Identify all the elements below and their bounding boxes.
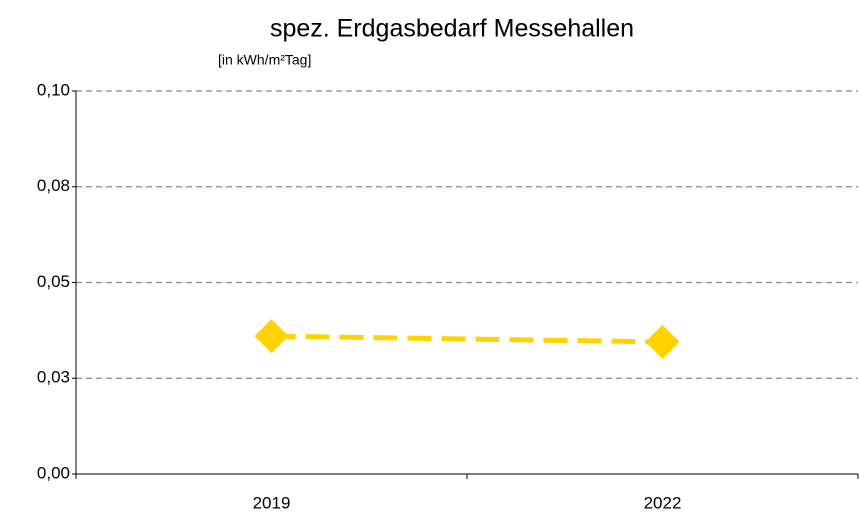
y-tick-label: 0,00 bbox=[37, 463, 70, 482]
marker bbox=[254, 319, 289, 354]
chart-title: spez. Erdgasbedarf Messehallen bbox=[270, 15, 634, 43]
y-tick-label: 0,10 bbox=[37, 80, 70, 99]
y-tick-label: 0,05 bbox=[37, 272, 70, 291]
y-tick-label: 0,03 bbox=[37, 368, 70, 387]
x-tick-label: 2019 bbox=[253, 493, 291, 512]
marker bbox=[645, 324, 680, 359]
series-line bbox=[271, 333, 663, 345]
chart-subtitle: [in kWh/m²Tag] bbox=[218, 52, 311, 68]
x-tick-label: 2022 bbox=[644, 493, 682, 512]
y-tick-label: 0,08 bbox=[37, 176, 70, 195]
